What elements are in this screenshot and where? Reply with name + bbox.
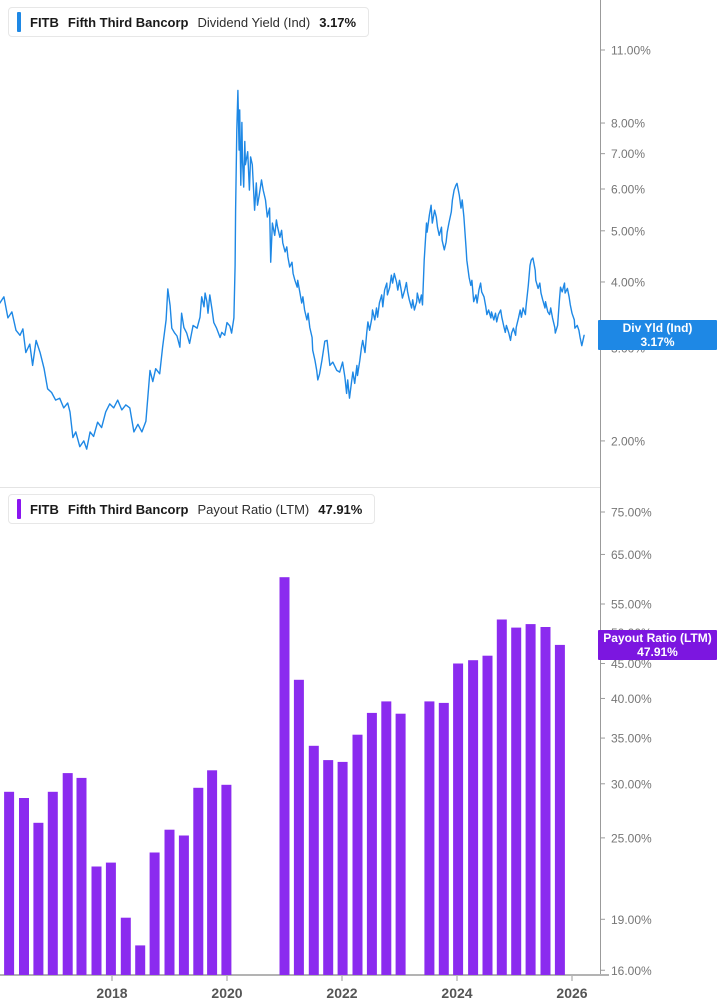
payout-ratio-bar[interactable] xyxy=(33,822,44,975)
y-tick-label: 75.00% xyxy=(611,506,652,520)
y-tick-label: 2.00% xyxy=(611,434,645,448)
y-tick-label: 6.00% xyxy=(611,182,645,196)
payout-ratio-bar[interactable] xyxy=(91,866,102,976)
y-tick-label: 19.00% xyxy=(611,913,652,927)
y-tick-label: 16.00% xyxy=(611,964,652,978)
y-tick-label: 55.00% xyxy=(611,597,652,611)
payout-ratio-bar[interactable] xyxy=(149,852,160,976)
payout-ratio-bars xyxy=(4,577,565,975)
payout-ratio-bar[interactable] xyxy=(468,660,479,975)
y-tick-label: 4.00% xyxy=(611,275,645,289)
y-tick-label: 8.00% xyxy=(611,117,645,131)
payout-ratio-bar[interactable] xyxy=(178,835,189,976)
metric-label: Payout Ratio (LTM) xyxy=(197,501,310,517)
metric-value: 3.17% xyxy=(319,14,357,30)
ticker-label: FITB xyxy=(30,14,59,30)
y-tick-label: 5.00% xyxy=(611,224,645,238)
series-header-dividend-yield: FITB Fifth Third Bancorp Dividend Yield … xyxy=(8,7,370,37)
x-tick-label: 2020 xyxy=(211,985,242,1001)
x-tick-label: 2024 xyxy=(441,985,472,1001)
payout-ratio-bar[interactable] xyxy=(424,701,435,975)
payout-ratio-bar[interactable] xyxy=(164,829,175,975)
payout-ratio-bar[interactable] xyxy=(496,619,507,976)
y-tick-label: 30.00% xyxy=(611,777,652,791)
payout-ratio-bar[interactable] xyxy=(366,712,377,975)
dividend-yield-line[interactable] xyxy=(0,89,585,450)
series-header-payout-ratio: FITB Fifth Third Bancorp Payout Ratio (L… xyxy=(8,494,376,524)
y-tick-label: 7.00% xyxy=(611,147,645,161)
payout-ratio-bar[interactable] xyxy=(135,945,146,975)
y-tick-label: 40.00% xyxy=(611,692,652,706)
x-tick-label: 2018 xyxy=(96,985,127,1001)
payout-ratio-bar[interactable] xyxy=(120,917,131,975)
company-label: Fifth Third Bancorp xyxy=(67,14,189,30)
company-label: Fifth Third Bancorp xyxy=(67,501,189,517)
y-tick-label: 45.00% xyxy=(611,657,652,671)
badge-label: Payout Ratio (LTM) xyxy=(603,631,712,645)
payout-ratio-bar[interactable] xyxy=(438,702,449,975)
payout-ratio-y-ticks: 75.00%65.00%55.00%50.00%45.00%40.00%35.0… xyxy=(600,506,652,978)
payout-ratio-bar[interactable] xyxy=(511,627,522,975)
y-tick-label: 35.00% xyxy=(611,732,652,746)
payout-ratio-bar[interactable] xyxy=(453,663,464,976)
y-tick-label: 25.00% xyxy=(611,831,652,845)
payout-ratio-bar[interactable] xyxy=(221,784,232,975)
payout-ratio-bar[interactable] xyxy=(193,787,204,975)
payout-ratio-bar[interactable] xyxy=(395,713,406,975)
payout-ratio-bar[interactable] xyxy=(554,644,565,975)
y-tick-label: 65.00% xyxy=(611,548,652,562)
payout-ratio-bar[interactable] xyxy=(105,862,116,975)
payout-ratio-bar[interactable] xyxy=(540,627,551,975)
series-accent-purple xyxy=(17,499,21,519)
payout-ratio-bar[interactable] xyxy=(47,791,58,975)
badge-value: 3.17% xyxy=(640,335,675,349)
payout-ratio-bar[interactable] xyxy=(352,734,363,975)
x-axis-ticks: 2018 2020 2022 2024 2026 xyxy=(96,976,588,1001)
x-tick-label: 2022 xyxy=(326,985,357,1001)
ticker-label: FITB xyxy=(30,501,59,517)
badge-label: Div Yld (Ind) xyxy=(622,321,693,335)
payout-ratio-bar[interactable] xyxy=(337,761,348,975)
dividend-yield-y-ticks: 11.00%8.00%7.00%6.00%5.00%4.00%3.00%2.00… xyxy=(600,44,651,448)
div-yield-axis-badge[interactable]: Div Yld (Ind) 3.17% xyxy=(598,320,717,350)
payout-ratio-bar[interactable] xyxy=(62,773,73,975)
payout-ratio-bar[interactable] xyxy=(525,624,536,975)
payout-ratio-bar[interactable] xyxy=(279,577,290,975)
metric-value: 47.91% xyxy=(318,501,363,517)
metric-label: Dividend Yield (Ind) xyxy=(197,14,311,30)
payout-ratio-bar[interactable] xyxy=(323,760,334,975)
payout-ratio-bar[interactable] xyxy=(207,770,218,975)
x-tick-label: 2026 xyxy=(556,985,587,1001)
payout-ratio-bar[interactable] xyxy=(308,745,319,975)
y-tick-label: 11.00% xyxy=(611,44,651,58)
payout-ratio-bar[interactable] xyxy=(76,777,87,975)
payout-ratio-bar[interactable] xyxy=(293,679,304,975)
payout-ratio-bar[interactable] xyxy=(4,791,15,975)
payout-ratio-bar[interactable] xyxy=(19,798,29,975)
payout-ratio-axis-badge[interactable]: Payout Ratio (LTM) 47.91% xyxy=(598,630,717,660)
series-accent-blue xyxy=(17,12,21,32)
payout-ratio-bar[interactable] xyxy=(482,655,493,975)
badge-value: 47.91% xyxy=(637,645,678,659)
payout-ratio-bar[interactable] xyxy=(381,701,392,975)
